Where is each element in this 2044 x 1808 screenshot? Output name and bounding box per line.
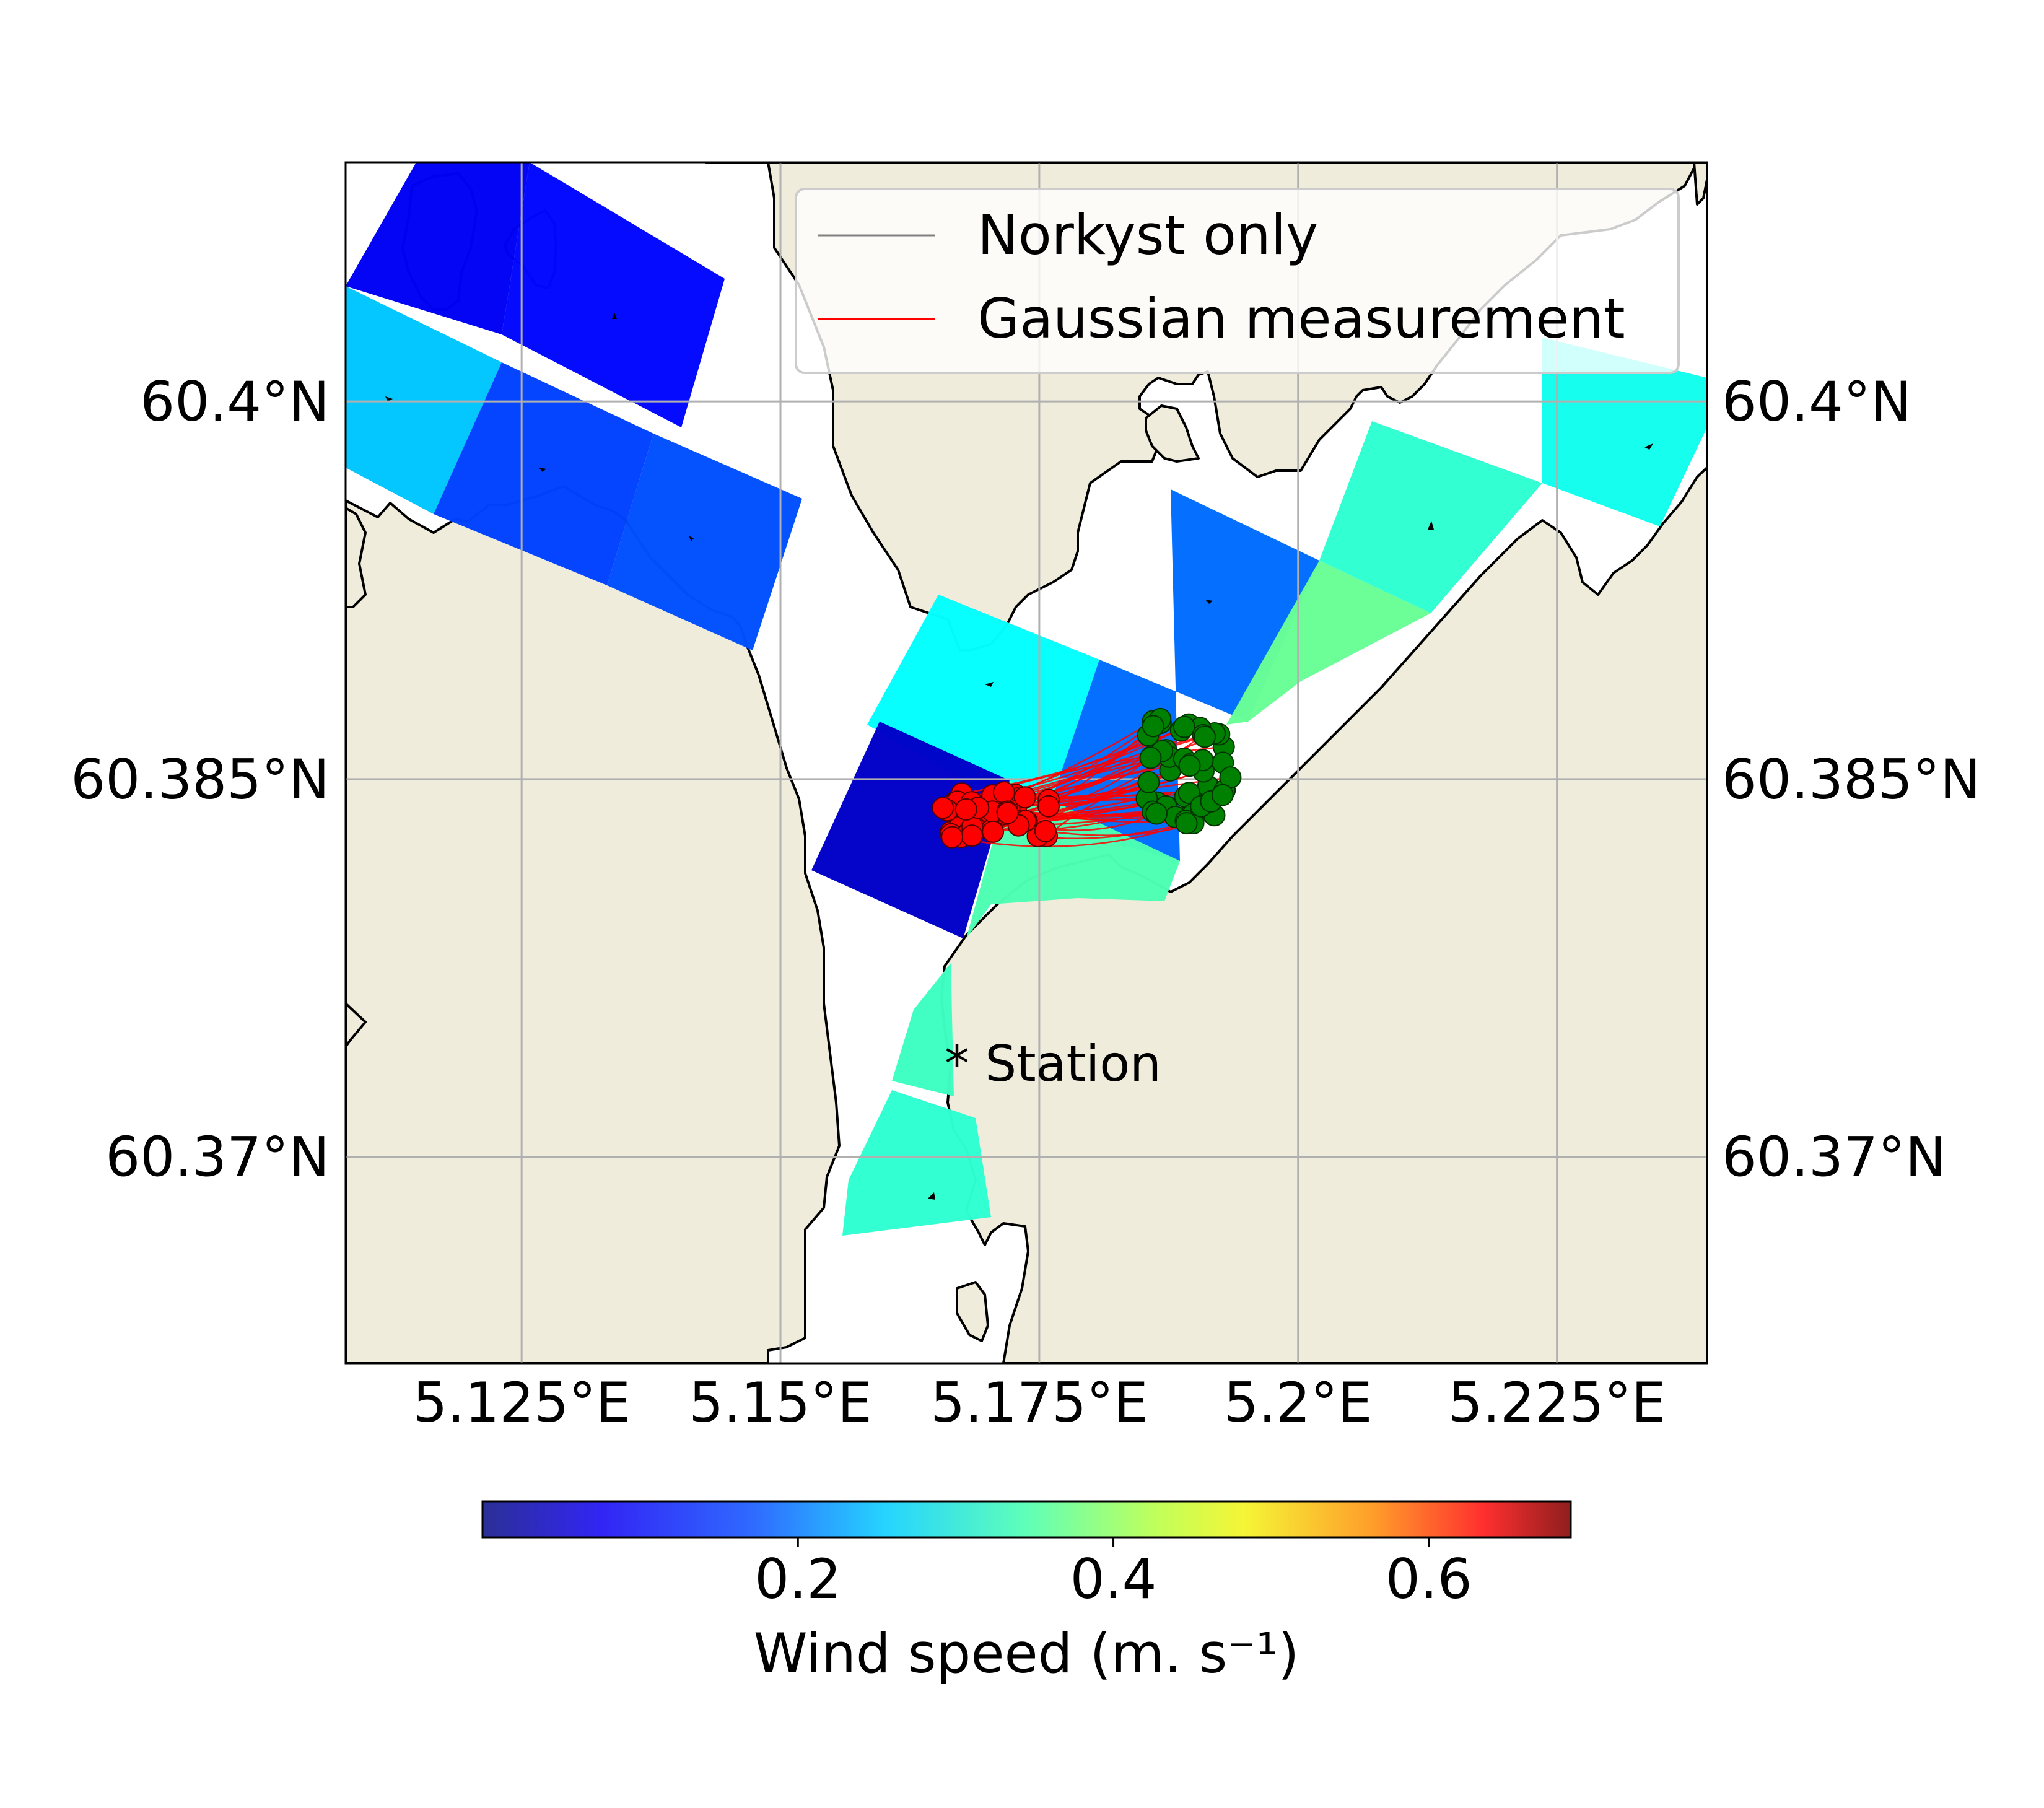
particle-start-point	[982, 820, 1005, 843]
wind-cell	[1044, 489, 1319, 861]
colorbar-gradient	[481, 1500, 1572, 1539]
map-axes: * Station Norkyst only Gaussian measurem…	[344, 161, 1708, 1365]
axes-frame	[344, 161, 1708, 1365]
colorbar-ticks: 0.2 0.4 0.6	[754, 1537, 1472, 1611]
particle-end-point	[1142, 715, 1164, 738]
legend-label-gaussian: Gaussian measurement	[977, 287, 1625, 351]
lon-tick-label: 5.125°E	[413, 1371, 631, 1435]
wind-cell	[1542, 338, 1707, 526]
wind-cell	[502, 162, 725, 427]
lon-tick-label: 5.15°E	[689, 1371, 872, 1435]
colorbar-tick-label: 0.2	[754, 1547, 841, 1611]
lon-tick-labels: 5.125°E 5.15°E 5.175°E 5.2°E 5.225°E	[413, 1371, 1666, 1435]
lon-tick-label: 5.175°E	[930, 1371, 1148, 1435]
wind-arrow	[1428, 521, 1434, 530]
lat-tick-label: 60.37°N	[105, 1125, 330, 1189]
particle-start-point	[1013, 786, 1036, 809]
colorbar: 0.2 0.4 0.6 Wind speed (m. s⁻¹)	[481, 1500, 1572, 1685]
particle-end-point	[1137, 771, 1160, 793]
wind-cells	[346, 162, 1707, 1236]
wind-arrow	[612, 313, 617, 319]
lat-tick-labels-right: 60.4°N 60.385°N 60.37°N	[1722, 370, 1981, 1189]
particle-end-point	[1139, 746, 1162, 769]
trajectory-line	[951, 822, 1187, 847]
particle-start-point	[954, 798, 977, 821]
wind-cell	[842, 1090, 991, 1236]
land-islet-south	[956, 1281, 989, 1342]
wind-arrow	[1205, 600, 1213, 604]
wind-cell	[1226, 561, 1431, 725]
lon-tick-label: 5.2°E	[1224, 1371, 1373, 1435]
wind-arrow	[1644, 443, 1653, 450]
particle-start-point	[941, 826, 964, 849]
lat-tick-label: 60.385°N	[1722, 748, 1981, 811]
wind-arrows	[385, 313, 1653, 1200]
particles-end	[1135, 707, 1242, 835]
land-east-edge	[1693, 162, 1707, 206]
particle-end-point	[1145, 802, 1168, 825]
particle-start-point	[1034, 819, 1057, 842]
colorbar-tick-label: 0.4	[1070, 1547, 1157, 1611]
wind-cell	[811, 722, 1010, 938]
wind-cell	[1319, 421, 1542, 613]
legend-box	[795, 188, 1680, 374]
land-west-notch	[346, 1002, 367, 1048]
wind-arrow	[985, 682, 994, 687]
lat-tick-label: 60.37°N	[1722, 1125, 1946, 1189]
station-label: * Station	[945, 1035, 1161, 1093]
wind-cell	[434, 362, 653, 585]
lat-tick-label: 60.4°N	[140, 370, 330, 434]
wind-cell	[346, 286, 502, 514]
particle-end-point	[1173, 715, 1195, 738]
wind-cell	[867, 595, 1099, 824]
lon-tick-label: 5.225°E	[1448, 1371, 1666, 1435]
colorbar-label: Wind speed (m. s⁻¹)	[754, 1622, 1299, 1685]
particle-end-point	[1211, 784, 1234, 806]
wind-arrow	[385, 396, 393, 401]
wind-arrow	[689, 536, 694, 541]
particle-end-point	[1194, 725, 1216, 748]
legend: Norkyst only Gaussian measurement	[795, 188, 1680, 374]
particle-start-point	[932, 797, 954, 819]
particle-start-point	[992, 781, 1015, 804]
particle-start-point	[961, 824, 984, 847]
wind-cell	[892, 963, 954, 1096]
particle-start-point	[996, 801, 1019, 824]
particles-start	[932, 781, 1060, 849]
particle-end-point	[1175, 812, 1198, 835]
land-islet-mid	[1145, 404, 1200, 463]
gridlines	[346, 162, 1707, 1363]
wind-arrow	[539, 468, 546, 472]
lat-tick-label: 60.4°N	[1722, 370, 1911, 434]
wind-cell	[346, 162, 530, 334]
particle-end-point	[1178, 754, 1201, 777]
legend-label-norkyst: Norkyst only	[977, 203, 1318, 267]
land-west-edge	[346, 507, 367, 608]
wind-arrow	[928, 1192, 935, 1200]
particle-start-point	[1037, 795, 1060, 818]
wind-cell	[607, 434, 802, 650]
colorbar-tick-label: 0.6	[1386, 1547, 1472, 1611]
lat-tick-labels-left: 60.4°N 60.385°N 60.37°N	[71, 370, 330, 1189]
lat-tick-label: 60.385°N	[71, 748, 330, 811]
